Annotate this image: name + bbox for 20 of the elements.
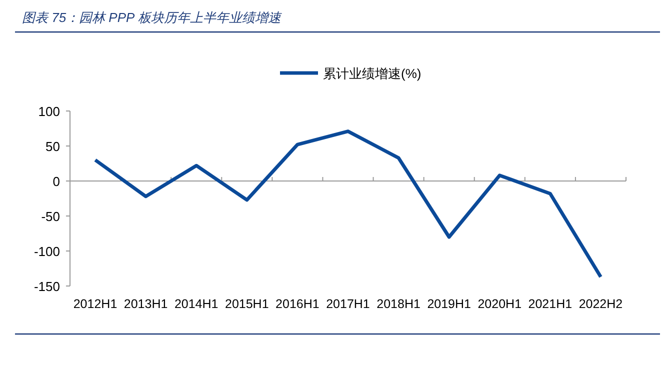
- x-tick-label: 2018H1: [376, 297, 420, 311]
- x-tick-label: 2020H1: [478, 297, 522, 311]
- x-tick-label: 2017H1: [326, 297, 370, 311]
- x-tick-label: 2021H1: [528, 297, 572, 311]
- x-tick-label: 2013H1: [124, 297, 168, 311]
- y-tick-label: 50: [46, 139, 60, 154]
- x-tick-label: 2016H1: [276, 297, 320, 311]
- x-tick-label: 2014H1: [174, 297, 218, 311]
- x-tick-label: 2022H2: [578, 297, 623, 311]
- legend: 累计业绩增速(%): [280, 66, 422, 81]
- x-tick-label: 2019H1: [427, 297, 472, 311]
- x-tick-label: 2015H1: [225, 297, 269, 311]
- legend-label: 累计业绩增速(%): [323, 66, 422, 81]
- y-tick-label: -50: [41, 209, 60, 224]
- y-tick-label: -100: [34, 244, 60, 259]
- y-tick-label: 100: [38, 104, 60, 119]
- y-tick-label: -150: [34, 279, 60, 294]
- x-tick-label: 2012H1: [73, 297, 118, 311]
- y-tick-label: 0: [52, 174, 60, 189]
- chart-title: 图表 75：园林 PPP 板块历年上半年业绩增速: [22, 10, 282, 25]
